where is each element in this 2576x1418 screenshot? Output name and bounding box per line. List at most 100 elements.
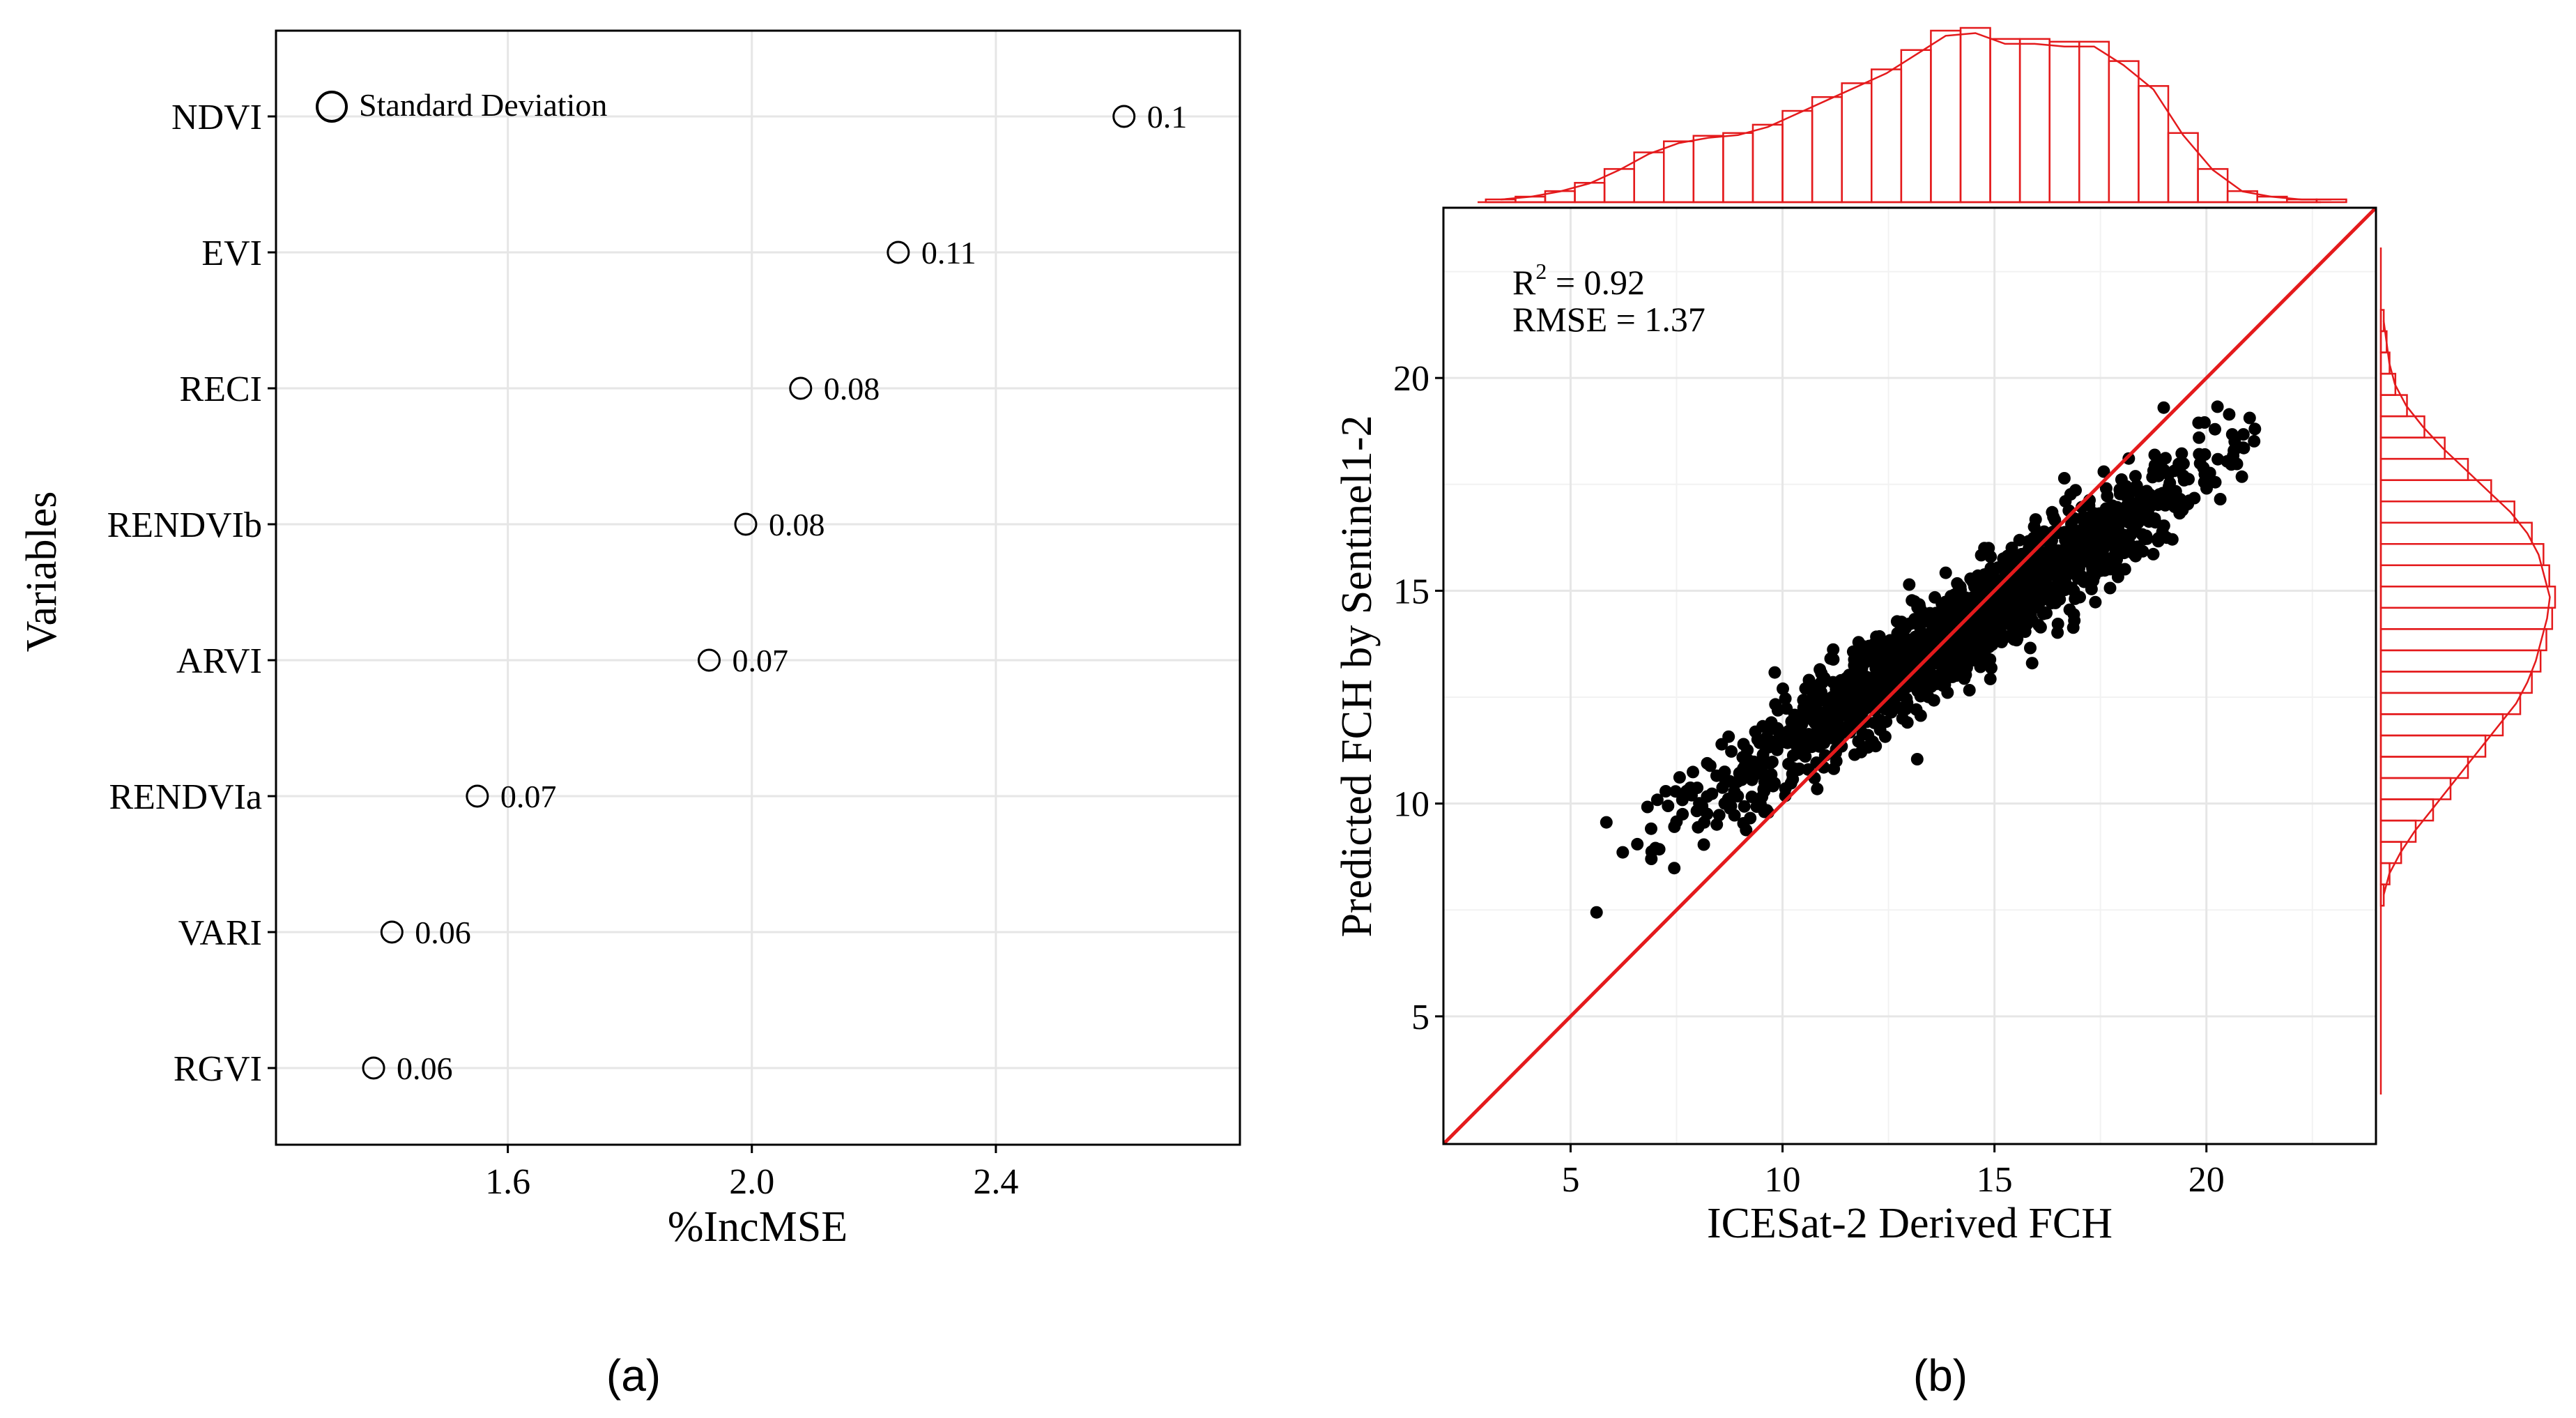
panel-b-data-point — [2041, 583, 2055, 596]
panel-b-data-point — [1710, 769, 1723, 782]
panel-b-data-point — [2126, 547, 2140, 560]
panel-b-data-point — [2230, 441, 2244, 455]
panel-a-point-label: 0.11 — [921, 235, 976, 270]
panel-b-data-point — [2237, 428, 2250, 441]
right-histogram-bar — [2379, 500, 2515, 524]
panel-a-plot-background — [276, 31, 1240, 1145]
right-histogram-bar — [2379, 841, 2402, 864]
panel-b-data-point — [2048, 514, 2062, 526]
panel-b-data-point — [1824, 652, 1837, 665]
panel-b-data-point — [2147, 547, 2160, 561]
panel-b-data-point — [1878, 730, 1892, 743]
panel-a-point-label: 0.08 — [824, 371, 880, 406]
panel-b-data-point — [1839, 724, 1852, 737]
panel-b-data-point — [1850, 703, 1863, 717]
panel-b-data-point — [2193, 431, 2206, 444]
panel-b-data-point — [1960, 661, 1973, 674]
panel-b-data-point — [1826, 731, 1839, 745]
panel-b-data-point — [1645, 822, 1657, 835]
panel-b-data-point — [2094, 564, 2108, 577]
panel-b-data-point — [2057, 472, 2071, 485]
panel-b-data-point — [1823, 707, 1837, 719]
top-histogram-bar — [1900, 49, 1932, 204]
panel-b-data-point — [1792, 747, 1805, 760]
top-histogram-bar — [1989, 38, 2021, 204]
top-histogram-bar — [2048, 40, 2080, 204]
panel-b-data-point — [2010, 634, 2023, 647]
panel-b-plot-frame — [1442, 206, 2377, 1145]
panel-b-data-point — [2211, 452, 2225, 466]
panel-b-data-point — [1641, 800, 1654, 814]
panel-b-data-point — [1799, 682, 1812, 695]
panel-b-data-point — [1786, 768, 1799, 781]
panel-b-data-point — [1631, 837, 1644, 851]
panel-b-data-point — [1844, 677, 1857, 690]
panel-b-data-point — [1800, 710, 1814, 722]
top-histogram-bar — [1692, 135, 1724, 204]
panel-b-data-point — [1957, 625, 1970, 639]
legend-label: Standard Deviation — [359, 87, 607, 123]
panel-b-data-point — [1907, 676, 1920, 689]
top-histogram-bar — [1930, 29, 1962, 204]
panel-b-data-point — [1728, 809, 1741, 822]
panel-a-data-point — [1112, 105, 1136, 128]
panel-b-data-point — [2160, 531, 2173, 544]
panel-b-data-point — [1915, 636, 1928, 649]
right-histogram-bar — [2379, 607, 2554, 630]
panel-b-data-point — [1650, 793, 1664, 807]
right-marginal-histogram — [2379, 247, 2556, 1095]
panel-b-data-point — [1938, 662, 1951, 675]
panel-b-y-tick-label: 15 — [1393, 572, 1429, 611]
panel-b-data-point — [2089, 595, 2102, 609]
panel-a-data-point — [380, 920, 404, 944]
panel-b-data-point — [1978, 645, 1991, 658]
panel-b-data-point — [2057, 570, 2070, 583]
panel-b-y-axis: 5 10 15 20 — [1393, 359, 1443, 1037]
panel-b-data-point — [2198, 416, 2211, 429]
panel-b-data-point — [2132, 485, 2145, 498]
top-histogram-bar — [2197, 168, 2229, 204]
panel-b-data-point — [2097, 465, 2110, 478]
top-histogram-bar — [2078, 40, 2110, 204]
panel-b-data-point — [2159, 452, 2172, 465]
panel-b-data-point — [1710, 818, 1724, 831]
panel-a-plot-frame — [275, 29, 1241, 1146]
r2-annotation: R2 = 0.92 — [1512, 259, 1645, 302]
panel-b-data-point — [1975, 577, 1988, 590]
panel-b-data-point — [2175, 447, 2188, 460]
panel-b-data-point — [1830, 683, 1843, 696]
panel-b-data-point — [2036, 549, 2049, 562]
panel-b-data-point — [1685, 788, 1698, 802]
panel-b-data-point — [1922, 627, 1935, 641]
panel-b-data-point — [1780, 702, 1793, 715]
panel-b-data-point — [1771, 722, 1784, 735]
panel-b-data-point — [2038, 566, 2051, 579]
panel-b-data-point — [2025, 657, 2039, 670]
panel-b-data-point — [1997, 632, 2010, 646]
panel-b-data-point — [1892, 701, 1905, 715]
panel-b-data-point — [2211, 400, 2224, 413]
legend-circle-icon — [316, 91, 348, 123]
right-histogram-bar — [2379, 862, 2391, 885]
panel-b-data-point — [1887, 637, 1901, 650]
panel-b-data-point — [2061, 530, 2074, 543]
panel-a-point-label: 0.06 — [397, 1051, 453, 1086]
panel-a-data-point — [734, 512, 758, 536]
panel-b-data-point — [1705, 787, 1719, 800]
panel-b-data-point — [2173, 461, 2186, 474]
panel-a-point-label: 0.07 — [732, 643, 788, 678]
panel-b-data-point — [2197, 461, 2210, 474]
panel-a-y-tick-label: VARI — [178, 913, 262, 953]
top-histogram-bar — [2167, 132, 2199, 204]
panel-b-data-point — [1913, 613, 1926, 626]
panel-a-x-axis-title: %IncMSE — [668, 1203, 848, 1251]
panel-b-data-point — [1731, 790, 1745, 802]
panel-b-data-point — [2103, 581, 2117, 595]
panel-b-data-point — [2110, 516, 2124, 529]
panel-b-data-point — [2032, 536, 2046, 549]
panel-b-data-point — [2078, 519, 2091, 532]
right-histogram-bar — [2379, 543, 2545, 567]
right-histogram-bar — [2379, 649, 2542, 673]
panel-b-data-point — [1852, 735, 1865, 748]
panel-b-data-point — [1829, 747, 1842, 759]
